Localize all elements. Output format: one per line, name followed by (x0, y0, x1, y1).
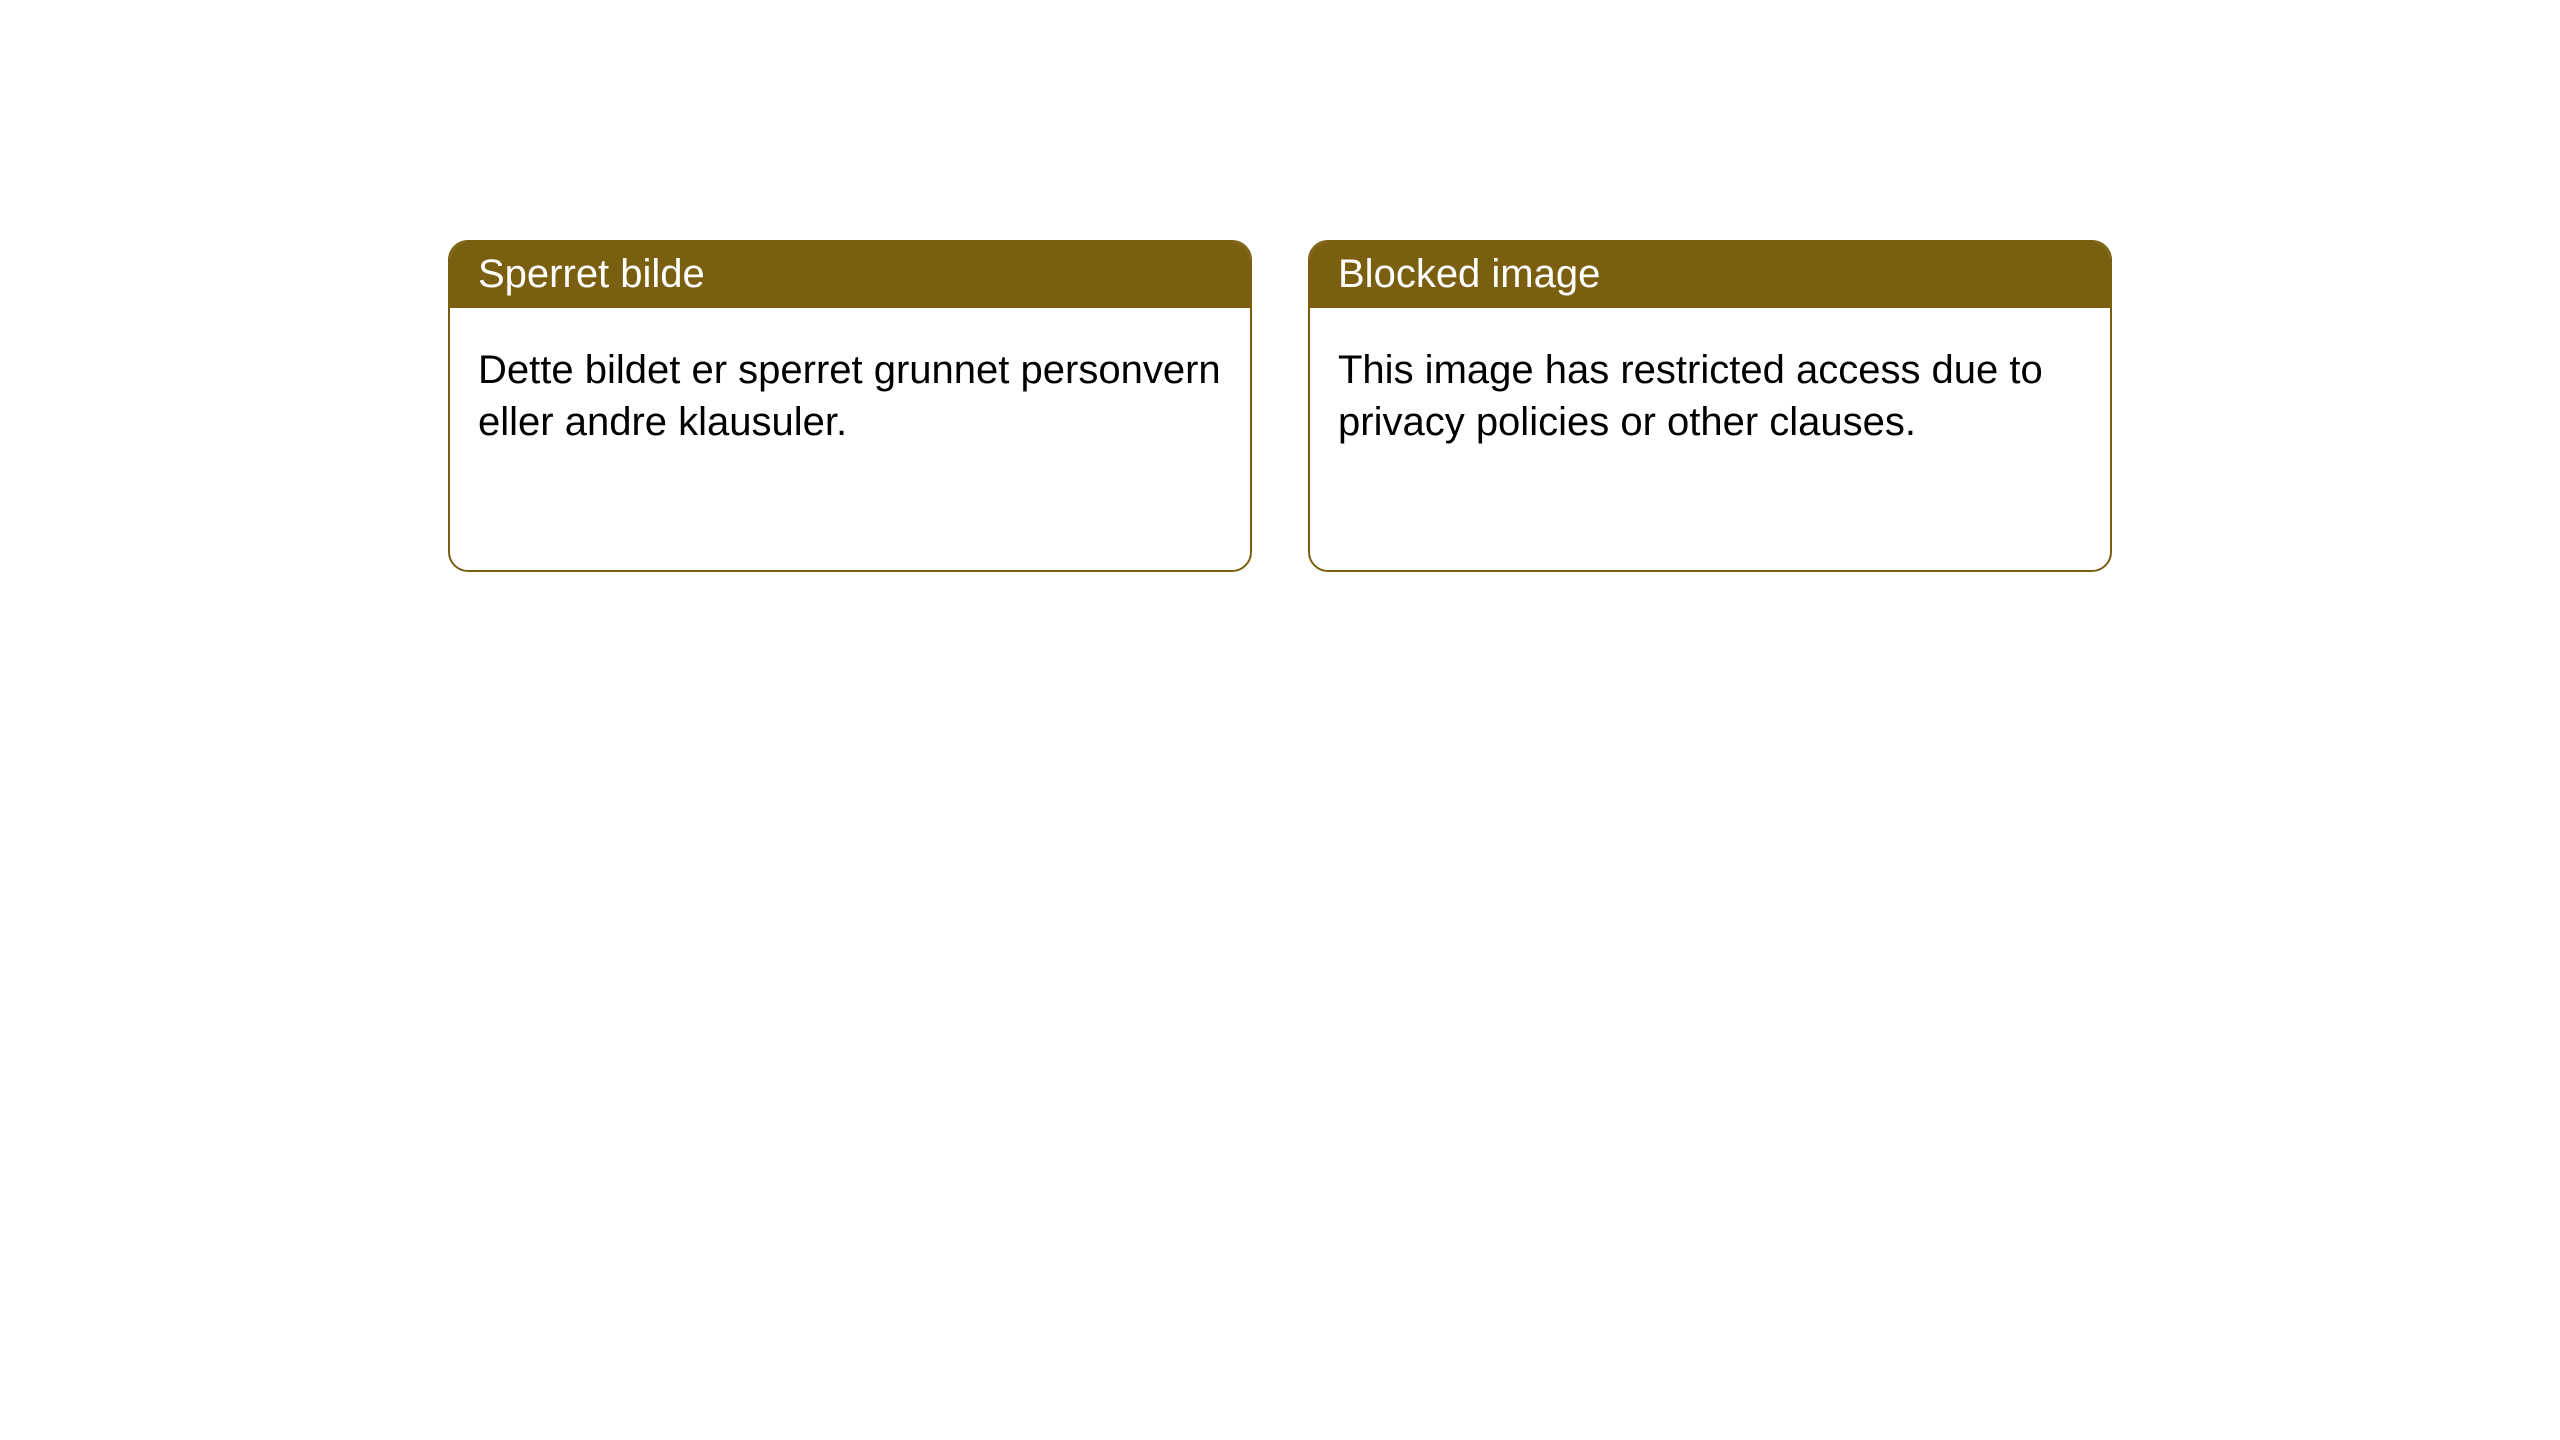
notice-container: Sperret bilde Dette bildet er sperret gr… (0, 0, 2560, 572)
notice-body: Dette bildet er sperret grunnet personve… (450, 308, 1250, 484)
notice-box-norwegian: Sperret bilde Dette bildet er sperret gr… (448, 240, 1252, 572)
notice-header: Sperret bilde (450, 242, 1250, 308)
notice-box-english: Blocked image This image has restricted … (1308, 240, 2112, 572)
notice-header: Blocked image (1310, 242, 2110, 308)
notice-body: This image has restricted access due to … (1310, 308, 2110, 484)
